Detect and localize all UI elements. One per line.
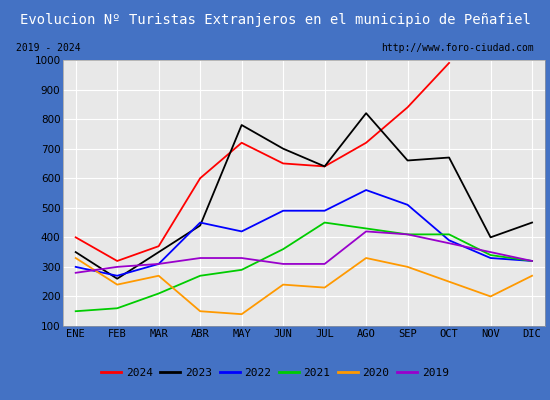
- Legend: 2024, 2023, 2022, 2021, 2020, 2019: 2024, 2023, 2022, 2021, 2020, 2019: [97, 364, 453, 382]
- Text: Evolucion Nº Turistas Extranjeros en el municipio de Peñafiel: Evolucion Nº Turistas Extranjeros en el …: [20, 13, 530, 27]
- Text: http://www.foro-ciudad.com: http://www.foro-ciudad.com: [381, 43, 534, 53]
- Text: 2019 - 2024: 2019 - 2024: [16, 43, 81, 53]
